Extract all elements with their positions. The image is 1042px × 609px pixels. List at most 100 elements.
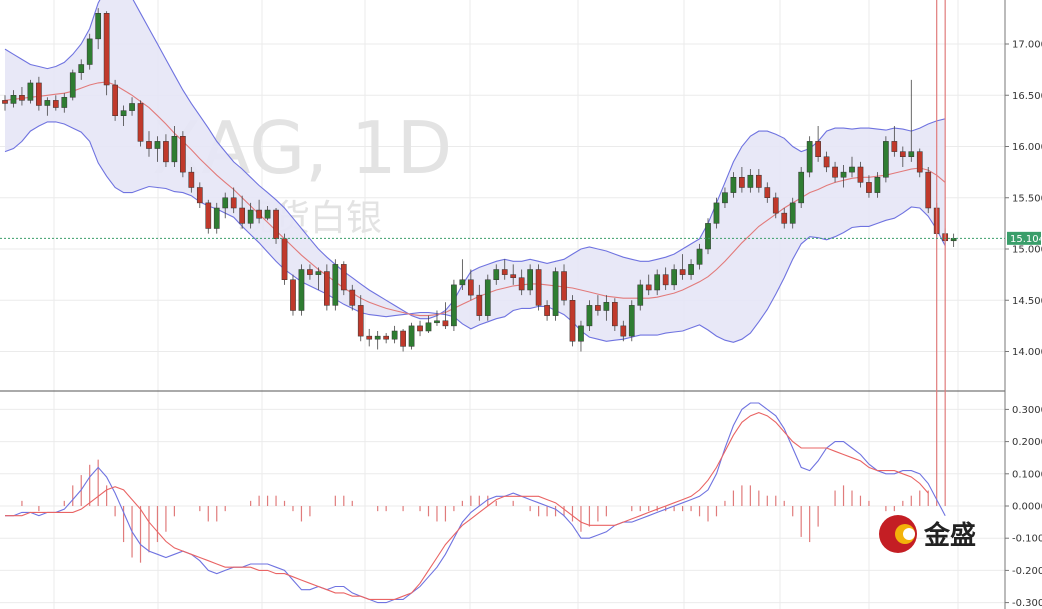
- candle-68: [578, 320, 584, 352]
- candle-98: [832, 161, 838, 183]
- candle-84: [713, 197, 720, 229]
- candle-body-65: [552, 271, 559, 316]
- candle-99: [840, 164, 847, 188]
- candle-body-56: [476, 294, 483, 316]
- candle-body-39: [332, 264, 339, 306]
- candle-body-23: [196, 187, 203, 204]
- candle-body-37: [315, 271, 322, 275]
- candle-body-44: [374, 335, 381, 340]
- candle-93: [789, 197, 796, 229]
- candle-19: [163, 134, 169, 167]
- candle-6: [52, 95, 59, 111]
- candle-body-15: [129, 103, 135, 111]
- candle-38: [324, 264, 330, 311]
- candle-body-58: [493, 269, 500, 280]
- candle-28: [239, 195, 246, 229]
- candle-body-33: [281, 238, 288, 280]
- candle-body-104: [883, 141, 889, 178]
- candle-57: [484, 274, 491, 321]
- candle-body-97: [823, 156, 830, 168]
- candle-107: [908, 79, 915, 162]
- candle-body-63: [535, 269, 542, 306]
- price-tick-label-4: 16.000: [1012, 142, 1042, 153]
- last-price-label: 15.104: [1010, 234, 1042, 245]
- candle-72: [611, 298, 618, 331]
- candle-23: [196, 182, 203, 208]
- price-tick-label-3: 15.500: [1012, 193, 1042, 204]
- candle-body-93: [789, 202, 796, 224]
- candle-body-32: [273, 209, 279, 240]
- candle-body-74: [628, 305, 635, 337]
- candle-70: [595, 295, 601, 316]
- candle-29: [247, 202, 254, 229]
- candle-body-53: [451, 284, 457, 327]
- macd-tick-label-3: 0.0000: [1012, 502, 1042, 513]
- candle-body-1: [10, 95, 17, 104]
- candle-body-108: [916, 151, 923, 173]
- candle-body-72: [611, 302, 618, 327]
- candle-44: [374, 331, 381, 350]
- candle-16: [137, 100, 144, 147]
- candle-75: [637, 279, 644, 311]
- candle-body-14: [120, 110, 127, 116]
- candle-58: [493, 264, 500, 285]
- candle-60: [510, 264, 517, 285]
- candle-body-99: [840, 171, 847, 178]
- candle-body-109: [925, 171, 932, 209]
- candlestick-series: [2, 8, 957, 352]
- candle-body-57: [484, 279, 491, 316]
- candle-body-11: [95, 13, 102, 40]
- candle-body-106: [899, 151, 906, 157]
- candle-body-36: [307, 269, 313, 275]
- candle-52: [442, 302, 449, 329]
- candle-body-92: [781, 212, 788, 224]
- candle-5: [44, 97, 51, 116]
- candle-59: [501, 259, 508, 280]
- bollinger-bands: [4, 0, 946, 343]
- candle-body-80: [679, 269, 686, 275]
- candle-78: [662, 267, 669, 290]
- candle-41: [349, 284, 356, 311]
- candle-body-105: [891, 141, 898, 152]
- candle-61: [518, 269, 525, 296]
- candle-body-24: [205, 202, 212, 229]
- candle-101: [857, 161, 864, 188]
- candle-body-107: [908, 151, 915, 157]
- candle-body-45: [383, 335, 389, 340]
- candle-body-94: [798, 171, 805, 204]
- bollinger-lower-line: [4, 121, 946, 343]
- candle-body-66: [561, 271, 567, 301]
- candle-67: [569, 295, 576, 347]
- candle-18: [154, 136, 161, 162]
- candle-body-55: [468, 279, 474, 296]
- candle-body-73: [620, 325, 627, 337]
- price-tick-label-1: 14.500: [1012, 296, 1042, 307]
- candle-body-81: [688, 264, 694, 275]
- candle-54: [459, 259, 466, 290]
- candle-86: [730, 172, 737, 198]
- candle-body-95: [806, 141, 813, 173]
- candle-102: [866, 175, 872, 198]
- candle-body-60: [510, 274, 517, 278]
- candle-89: [755, 169, 762, 193]
- candle-45: [383, 333, 389, 344]
- candle-9: [78, 59, 85, 80]
- candle-body-21: [180, 136, 186, 173]
- candle-21: [180, 131, 186, 178]
- candle-53: [451, 279, 457, 331]
- candle-body-29: [247, 209, 254, 224]
- candle-body-64: [544, 305, 550, 316]
- candle-14: [120, 105, 127, 126]
- candle-body-71: [603, 302, 610, 311]
- candle-34: [290, 274, 296, 316]
- candle-body-59: [501, 269, 508, 275]
- price-tick-label-2: 15.000: [1012, 245, 1042, 256]
- candle-body-49: [417, 325, 423, 332]
- candle-43: [366, 328, 373, 347]
